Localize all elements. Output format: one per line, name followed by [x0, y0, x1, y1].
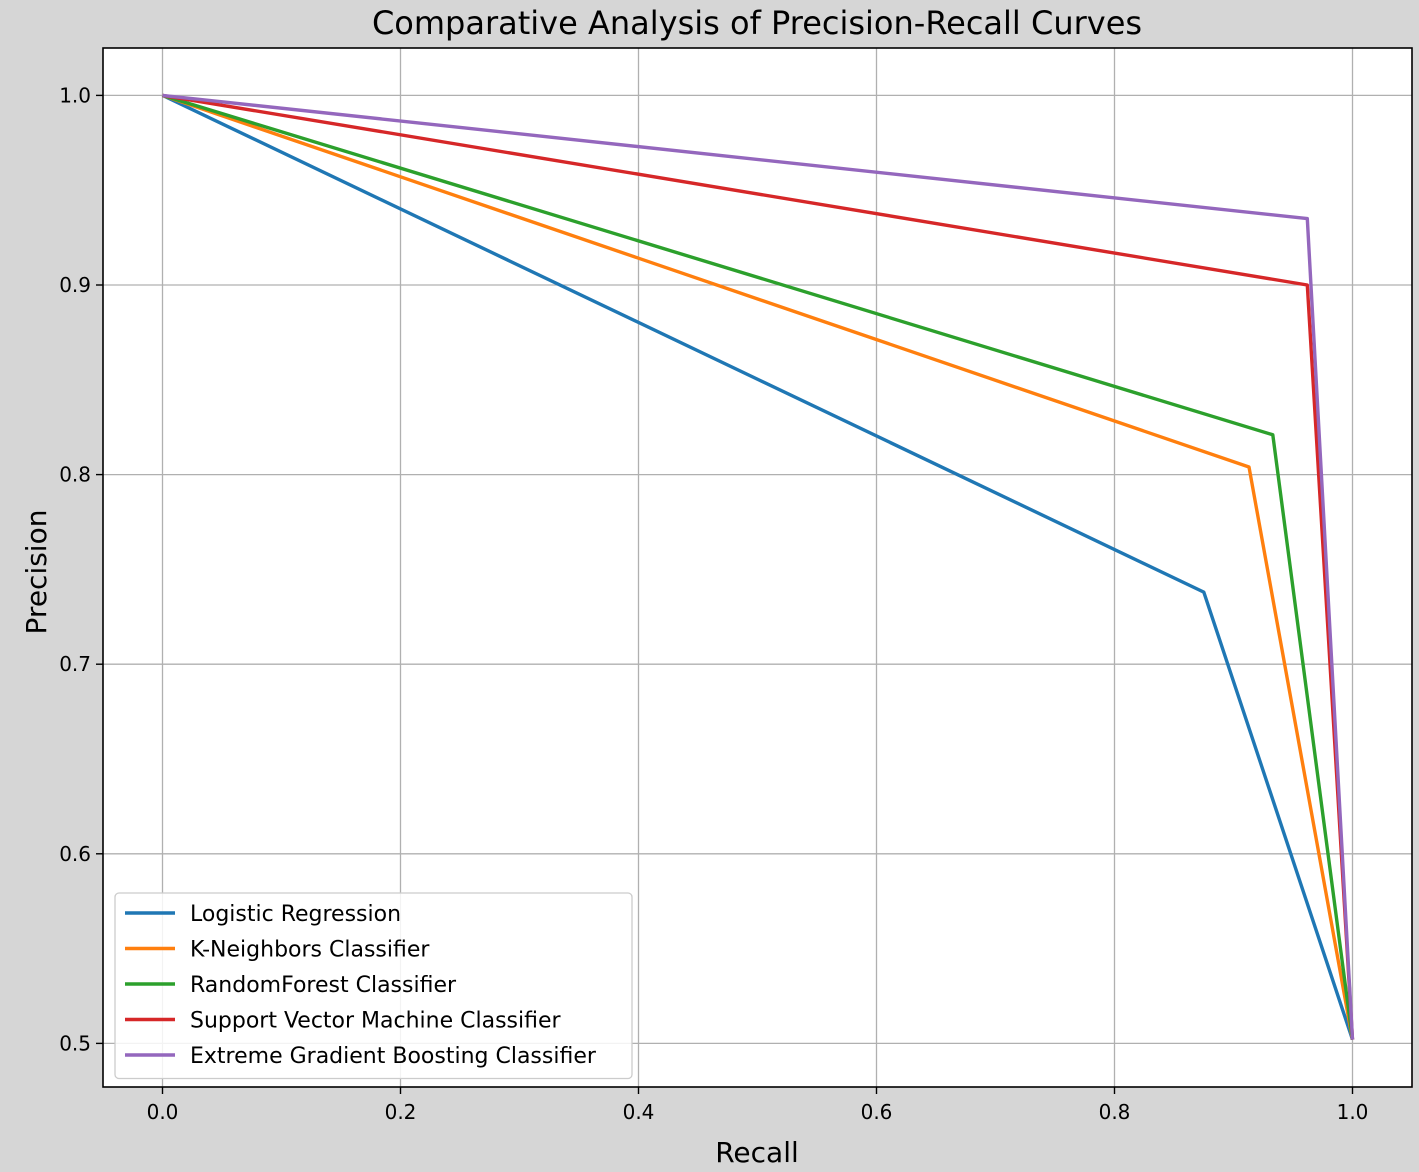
- legend-label: K-Neighbors Classifier: [190, 938, 430, 963]
- y-tick-label: 0.8: [59, 463, 91, 487]
- x-axis-label: Recall: [715, 1136, 799, 1169]
- plot-frame: [102, 47, 1413, 1088]
- y-tick-label: 0.6: [59, 842, 91, 866]
- y-axis-label: Precision: [20, 510, 53, 635]
- y-tick-label: 0.5: [59, 1031, 91, 1055]
- legend-label: Logistic Regression: [190, 902, 401, 927]
- legend-label: RandomForest Classifier: [190, 973, 457, 998]
- series-line: [162, 93, 1355, 1040]
- series-line: [162, 93, 1355, 1040]
- x-tick-label: 0.2: [385, 1100, 417, 1124]
- y-tick-label: 0.7: [59, 652, 91, 676]
- x-tick-label: 0.4: [623, 1100, 655, 1124]
- x-tick-label: 0.0: [147, 1100, 179, 1124]
- x-tick-label: 0.8: [1099, 1100, 1131, 1124]
- legend: Logistic Regression K-Neighbors Classifie…: [114, 892, 633, 1080]
- legend-box: [114, 892, 633, 1080]
- x-tick-label: 1.0: [1337, 1100, 1369, 1124]
- x-tick-label: 0.6: [861, 1100, 893, 1124]
- series-line: [161, 93, 1355, 1040]
- chart-title: Comparative Analysis of Precision-Recall…: [372, 4, 1142, 42]
- y-tick-label: 1.0: [59, 83, 91, 107]
- series-layer: [161, 93, 1355, 1041]
- grid-layer: [103, 48, 1412, 1087]
- legend-label: Extreme Gradient Boosting Classifier: [190, 1044, 597, 1069]
- y-tick-label: 0.9: [59, 273, 91, 297]
- tick-layer: 0.0 0.2 0.4 0.6 0.8 1.0 0.5 0.6 0.7 0.8 0.9 1.0: [59, 83, 1368, 1124]
- series-line: [161, 93, 1355, 1041]
- legend-label: Support Vector Machine Classifier: [190, 1009, 562, 1034]
